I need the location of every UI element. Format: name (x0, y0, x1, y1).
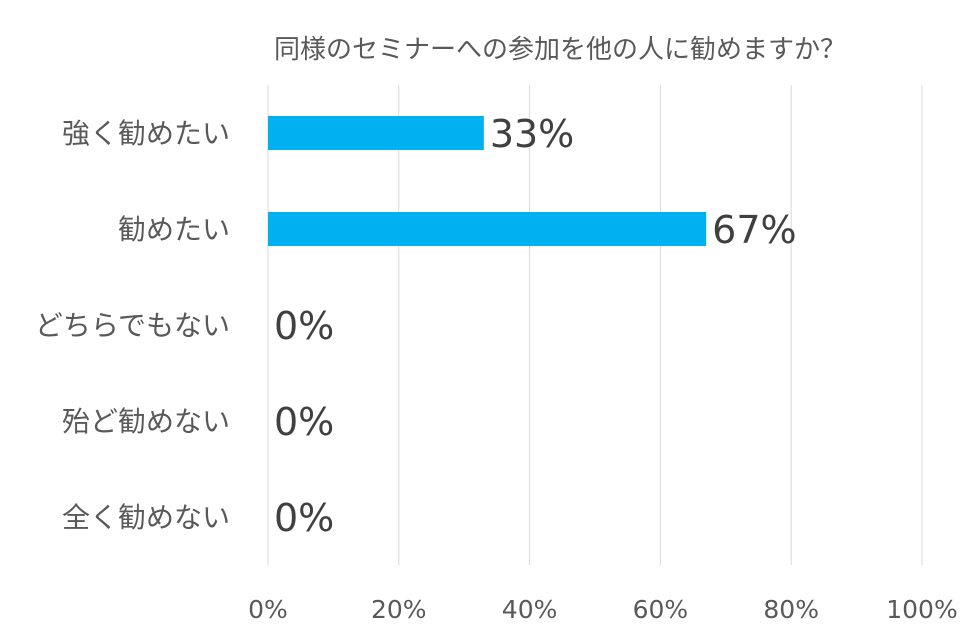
data-label: 0% (274, 400, 334, 444)
category-label: 殆ど勧めない (62, 405, 230, 438)
x-tick-label: 80% (763, 595, 819, 624)
chart-title: 同様のセミナーへの参加を他の人に勧めますか？ (274, 35, 846, 65)
data-labels: 33% 67% 0% 0% 0% (274, 112, 797, 540)
category-label: どちらでもない (35, 309, 230, 342)
bars (268, 116, 707, 246)
x-tick-label: 40% (502, 595, 558, 624)
x-axis-ticks: 0% 20% 40% 60% 80% 100% (248, 595, 958, 624)
bar (268, 116, 484, 150)
data-label: 0% (274, 304, 334, 348)
x-tick-label: 0% (248, 595, 288, 624)
data-label: 33% (490, 112, 574, 156)
x-tick-label: 60% (633, 595, 689, 624)
bar (268, 212, 707, 246)
gridlines (267, 85, 923, 565)
x-tick-label: 20% (371, 595, 427, 624)
category-label: 全く勧めない (62, 501, 230, 534)
data-label: 0% (274, 496, 334, 540)
category-label: 勧めたい (118, 213, 230, 246)
x-tick-label: 100% (886, 595, 957, 624)
category-label: 強く勧めたい (62, 117, 230, 150)
data-label: 67% (712, 208, 796, 252)
